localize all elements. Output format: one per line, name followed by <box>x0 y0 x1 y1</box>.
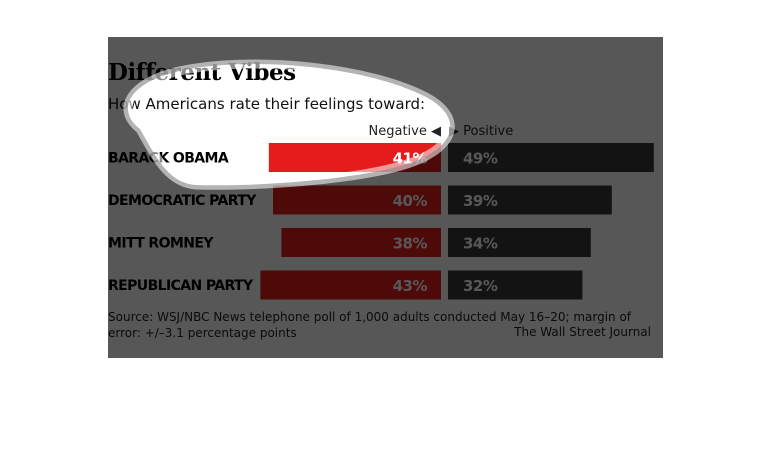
category-label-barack-obama: BARACK OBAMA <box>108 151 229 167</box>
positive-value-label-republican-party: 32% <box>463 277 498 295</box>
negative-value-label-barack-obama: 41% <box>393 150 428 168</box>
positive-value-label-barack-obama: 49% <box>463 150 498 168</box>
negative-value-label-democratic-party: 40% <box>393 192 428 210</box>
category-label-republican-party: REPUBLICAN PARTY <box>108 278 254 294</box>
negative-value-label-mitt-romney: 38% <box>393 235 428 253</box>
category-label-democratic-party: DEMOCRATIC PARTY <box>108 193 257 209</box>
chart-card: Different Vibes How Americans rate their… <box>108 37 663 358</box>
category-label-mitt-romney: MITT ROMNEY <box>108 236 214 252</box>
negative-value-label-republican-party: 43% <box>393 277 428 295</box>
positive-value-label-democratic-party: 39% <box>463 192 498 210</box>
positive-value-label-mitt-romney: 34% <box>463 235 498 253</box>
credit-label: The Wall Street Journal <box>514 325 651 339</box>
